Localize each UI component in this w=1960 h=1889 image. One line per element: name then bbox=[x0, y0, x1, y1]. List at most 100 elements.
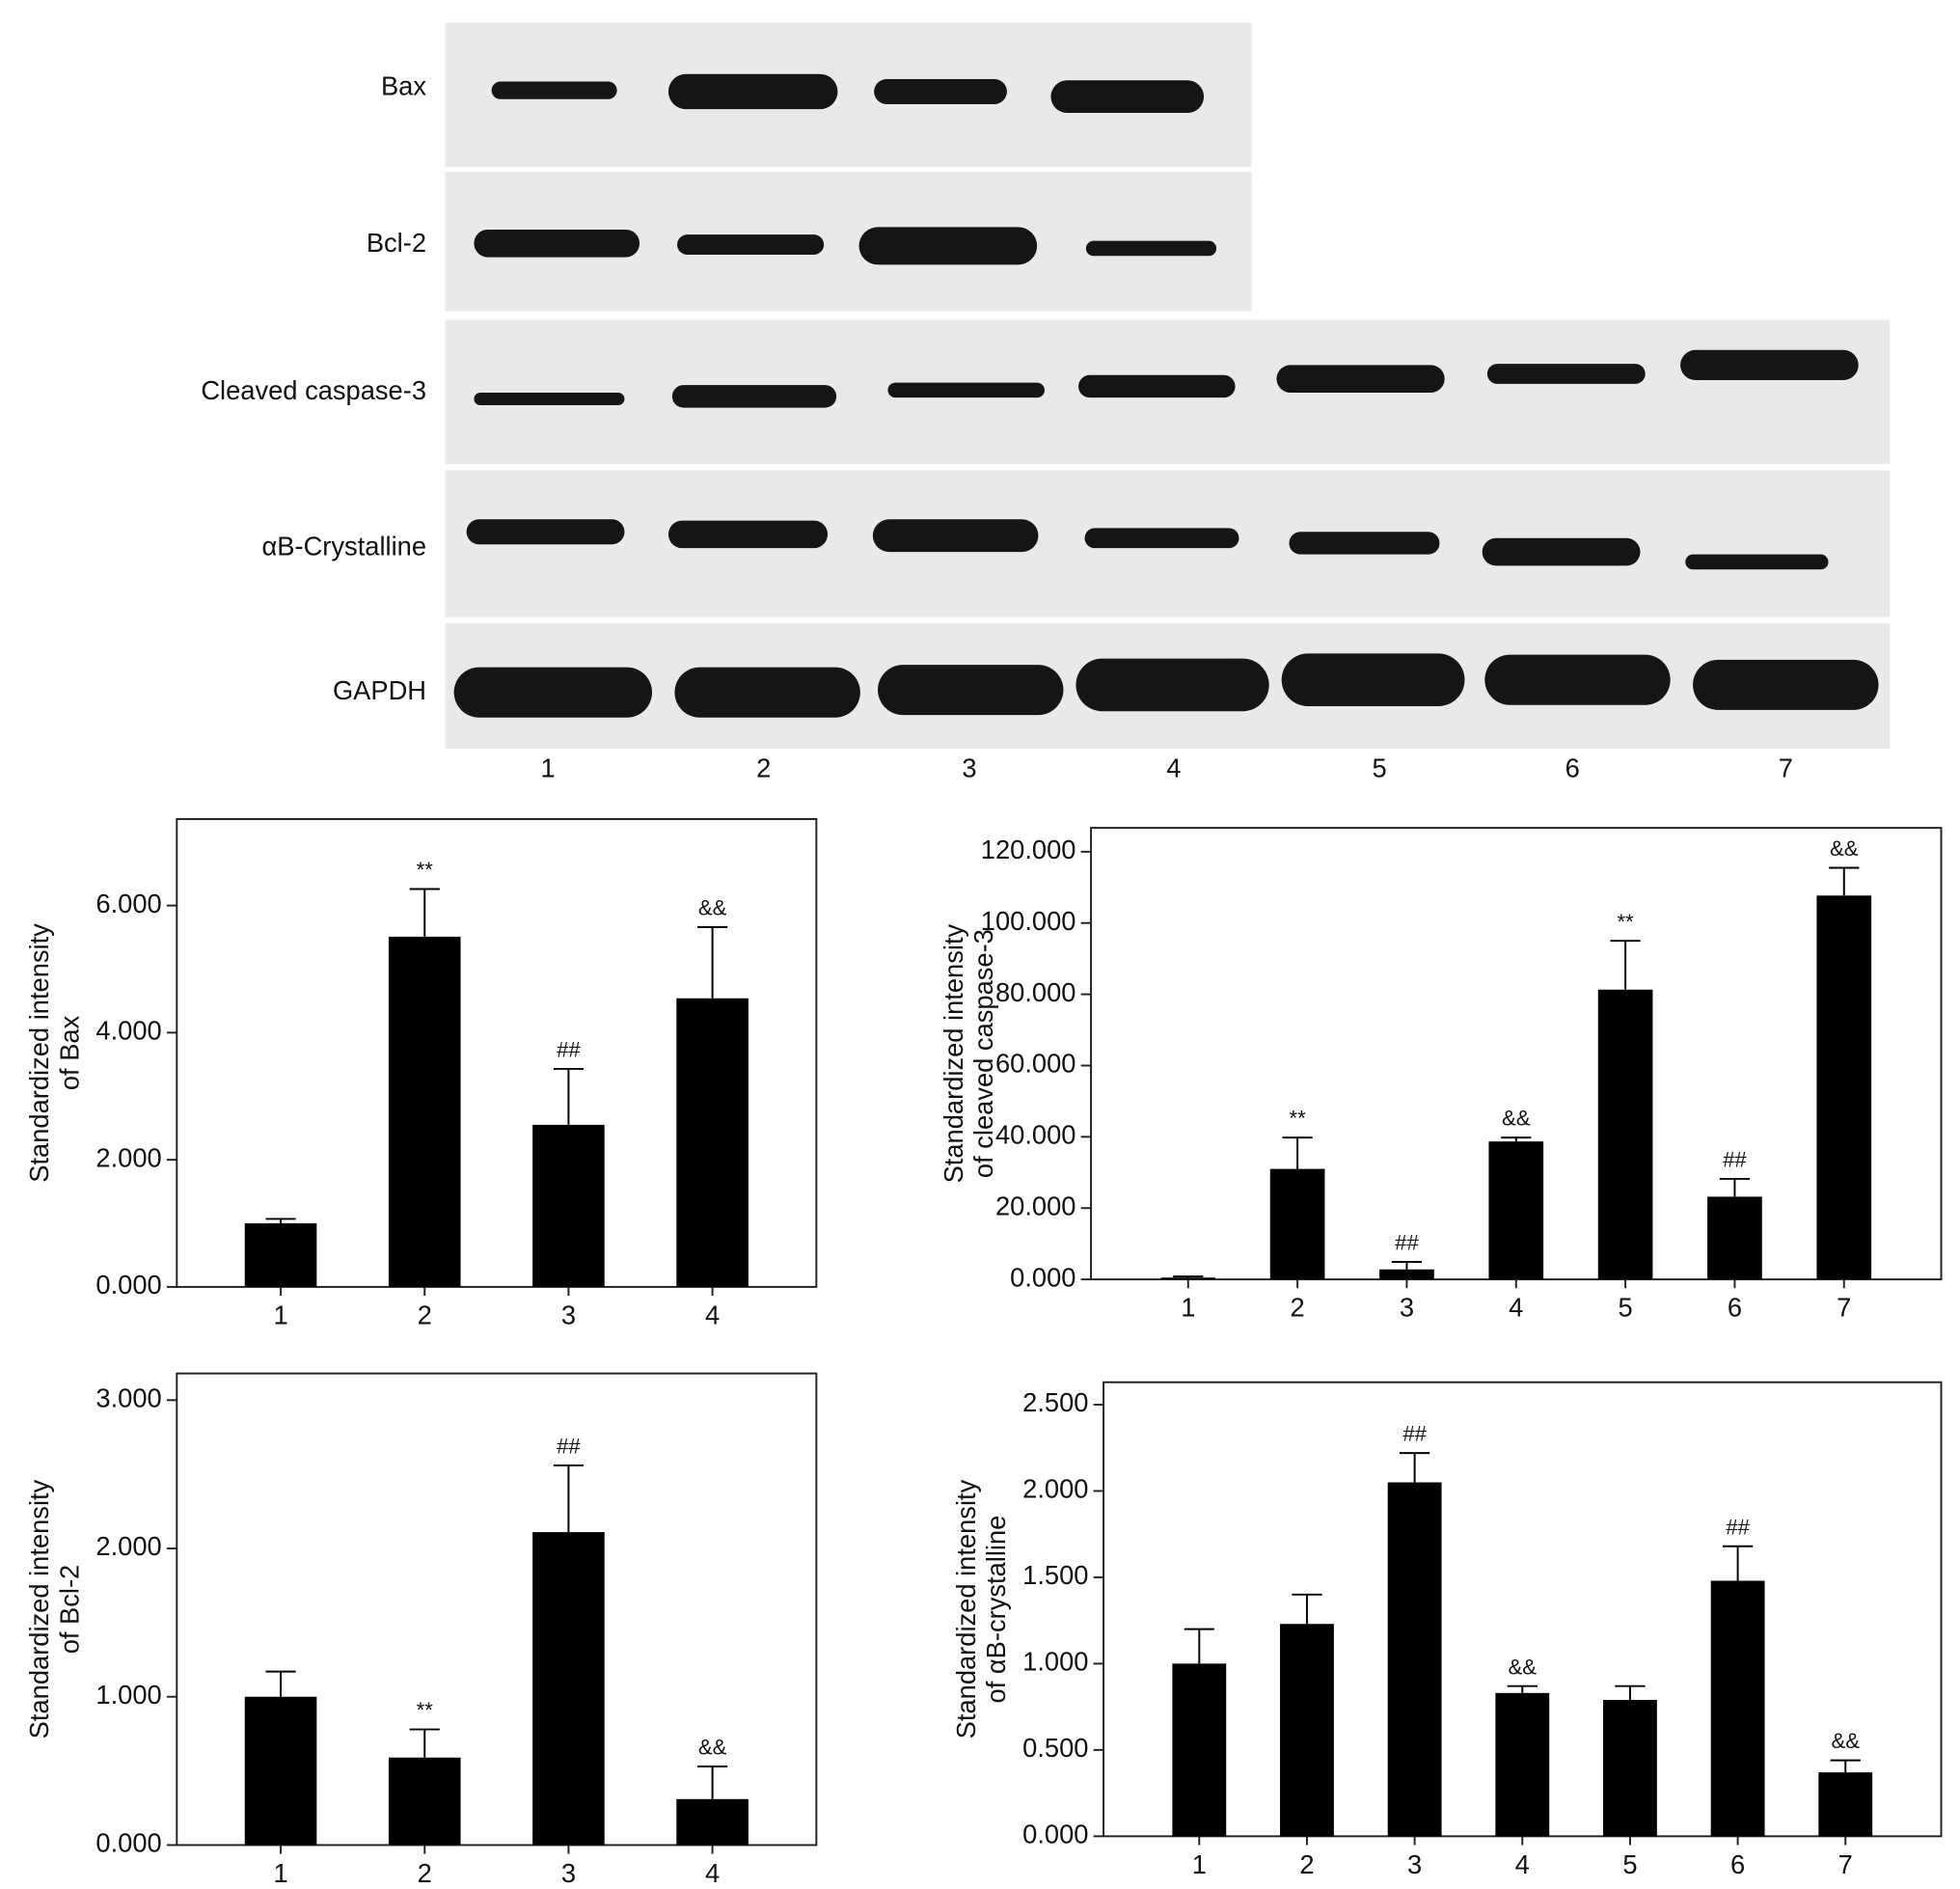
blot-band bbox=[887, 382, 1045, 398]
significance-label: && bbox=[698, 1736, 727, 1760]
x-tick-label: 5 bbox=[1619, 1293, 1633, 1323]
blot-band bbox=[453, 667, 653, 718]
bar bbox=[244, 1696, 317, 1846]
x-tick-label: 4 bbox=[1509, 1293, 1523, 1323]
blot-band bbox=[1281, 653, 1465, 706]
bar bbox=[1488, 1141, 1544, 1280]
significance-label: ** bbox=[1618, 910, 1635, 934]
blot-band bbox=[1075, 658, 1269, 712]
error-bar bbox=[1391, 1261, 1423, 1270]
blot-band bbox=[872, 519, 1039, 553]
blot-band bbox=[858, 227, 1038, 265]
blot-band bbox=[1078, 374, 1236, 398]
significance-label: ** bbox=[417, 1698, 434, 1722]
y-axis-label: Standardized intensity bbox=[24, 923, 54, 1183]
plot-frame bbox=[176, 818, 818, 1288]
blot-band bbox=[874, 78, 1007, 104]
bar bbox=[388, 1757, 461, 1846]
bar bbox=[1816, 895, 1872, 1280]
blot-band bbox=[1050, 80, 1205, 114]
bar bbox=[1710, 1580, 1765, 1837]
blot-row-label: Bcl-2 bbox=[367, 228, 426, 258]
x-tick-label: 6 bbox=[1728, 1293, 1742, 1323]
blot-band bbox=[474, 229, 640, 258]
error-bar bbox=[696, 926, 728, 999]
error-bar bbox=[1722, 1545, 1754, 1581]
bar bbox=[1379, 1269, 1434, 1280]
blot-band bbox=[491, 81, 617, 99]
significance-label: ** bbox=[417, 858, 434, 882]
error-bar bbox=[1400, 1452, 1430, 1483]
significance-label: ## bbox=[557, 1038, 581, 1062]
blot-band bbox=[1276, 365, 1445, 393]
blot-row-label: Bax bbox=[381, 70, 426, 100]
y-axis-label: Standardized intensity bbox=[951, 1479, 981, 1738]
bar bbox=[388, 936, 461, 1287]
significance-label: ## bbox=[1726, 1515, 1750, 1539]
y-tick-label: 2.000 bbox=[95, 1531, 161, 1561]
bar bbox=[1597, 989, 1653, 1280]
y-tick-label: 2.500 bbox=[1022, 1387, 1088, 1417]
y-tick-label: 2.000 bbox=[1022, 1474, 1088, 1504]
significance-label: && bbox=[1509, 1655, 1538, 1679]
significance-label: && bbox=[1502, 1107, 1531, 1131]
blot-band bbox=[667, 73, 838, 110]
y-tick-label: 120.000 bbox=[981, 835, 1076, 864]
blot-row-label: GAPDH bbox=[333, 675, 426, 705]
y-tick-label: 3.000 bbox=[95, 1383, 161, 1413]
significance-label: && bbox=[1830, 836, 1859, 861]
x-tick-label: 3 bbox=[1407, 1849, 1422, 1879]
bar bbox=[1387, 1482, 1442, 1837]
y-tick-label: 0.500 bbox=[1022, 1733, 1088, 1763]
y-tick-label: 0.000 bbox=[95, 1270, 161, 1300]
error-bar bbox=[1507, 1684, 1538, 1693]
error-bar bbox=[409, 1728, 440, 1758]
y-tick-label: 0.000 bbox=[95, 1828, 161, 1858]
error-bar bbox=[1282, 1136, 1313, 1169]
error-bar bbox=[265, 1218, 296, 1224]
blot-lane-label: 6 bbox=[1565, 753, 1580, 783]
blot-lane-label: 5 bbox=[1372, 753, 1386, 783]
blot-band bbox=[1085, 240, 1217, 257]
error-bar bbox=[1292, 1593, 1322, 1625]
error-bar bbox=[1173, 1275, 1204, 1278]
plot-frame bbox=[176, 1372, 818, 1847]
y-tick-label: 6.000 bbox=[95, 889, 161, 918]
y-tick-label: 100.000 bbox=[981, 906, 1076, 936]
error-bar bbox=[1610, 940, 1641, 990]
significance-label: && bbox=[698, 896, 727, 920]
y-tick-label: 1.000 bbox=[95, 1680, 161, 1710]
bar bbox=[532, 1124, 605, 1287]
blot-row-label: αB-Crystalline bbox=[262, 531, 427, 561]
y-tick-label: 4.000 bbox=[95, 1016, 161, 1046]
y-axis-label: of cleaved caspase-3 bbox=[968, 929, 998, 1178]
x-tick-label: 1 bbox=[273, 1300, 287, 1329]
bar bbox=[1280, 1624, 1334, 1837]
x-tick-label: 1 bbox=[273, 1858, 287, 1888]
bar bbox=[244, 1223, 317, 1287]
blot-band bbox=[667, 520, 829, 549]
y-tick-label: 80.000 bbox=[995, 977, 1076, 1007]
blot-band bbox=[466, 519, 625, 545]
x-tick-label: 4 bbox=[1515, 1849, 1530, 1879]
blot-band bbox=[1680, 349, 1859, 380]
x-tick-label: 4 bbox=[705, 1858, 720, 1888]
blot-band bbox=[1484, 654, 1671, 705]
significance-label: && bbox=[1832, 1729, 1861, 1753]
error-bar bbox=[409, 888, 440, 937]
y-tick-label: 40.000 bbox=[995, 1120, 1076, 1150]
x-tick-label: 6 bbox=[1730, 1849, 1745, 1879]
blot-lane-label: 4 bbox=[1166, 753, 1181, 783]
blot-lane-label: 1 bbox=[541, 753, 556, 783]
significance-label: ## bbox=[1395, 1231, 1419, 1255]
bar bbox=[676, 998, 749, 1287]
x-tick-label: 3 bbox=[561, 1858, 576, 1888]
error-bar bbox=[553, 1464, 585, 1533]
error-bar bbox=[1719, 1177, 1751, 1197]
x-tick-label: 2 bbox=[1291, 1293, 1305, 1323]
y-axis-label: of Bcl-2 bbox=[54, 1565, 84, 1655]
blot-band bbox=[671, 385, 837, 408]
blot-band bbox=[1084, 528, 1239, 549]
blot-band bbox=[677, 234, 825, 255]
